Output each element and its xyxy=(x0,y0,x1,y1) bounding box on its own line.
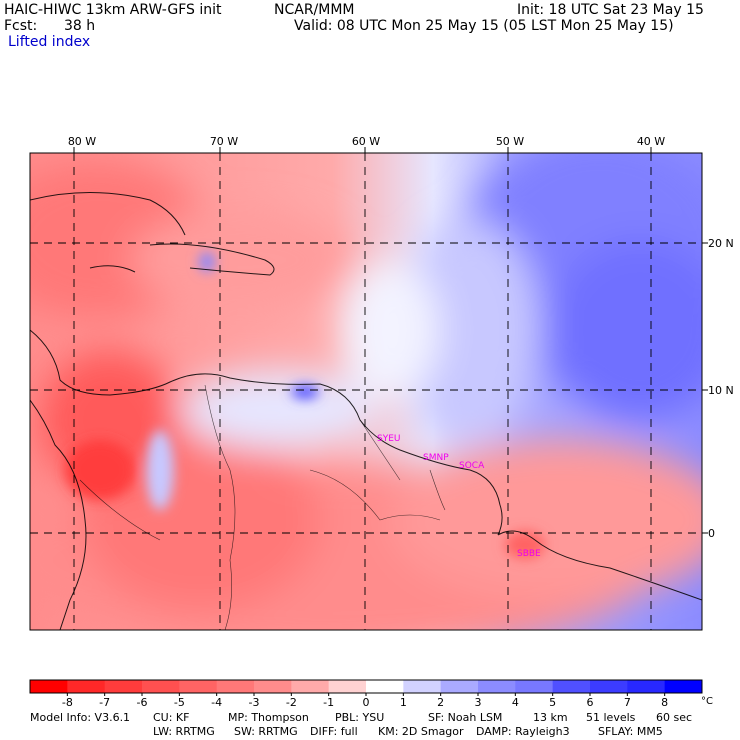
footer-sf: SF: Noah LSM xyxy=(428,711,503,724)
forecast-hours: 38 h xyxy=(64,18,96,34)
colorbar-label: -2 xyxy=(286,696,297,709)
model-title: HAIC-HIWC 13km ARW-GFS init xyxy=(4,2,222,18)
valid-time: Valid: 08 UTC Mon 25 May 15 (05 LST Mon … xyxy=(294,18,674,34)
colorbar-label: -8 xyxy=(62,696,73,709)
footer-pbl: PBL: YSU xyxy=(335,711,385,724)
footer-sw: SW: RRTMG xyxy=(234,725,298,738)
station-label: SYEU xyxy=(377,434,400,444)
colorbar-label: 2 xyxy=(437,696,444,709)
colorbar-swatch xyxy=(440,680,479,693)
map-frame xyxy=(29,152,703,631)
footer-resolution: 13 km xyxy=(533,711,568,724)
colorbar-swatch xyxy=(291,680,330,693)
colorbar xyxy=(29,679,703,696)
map-field xyxy=(30,153,702,630)
colorbar-unit: °C xyxy=(701,696,713,707)
colorbar-swatch xyxy=(30,680,68,693)
footer-diff: DIFF: full xyxy=(310,725,358,738)
colorbar-swatch xyxy=(328,680,367,693)
colorbar-swatch xyxy=(590,680,628,693)
colorbar-label: -6 xyxy=(137,696,148,709)
colorbar-swatch xyxy=(478,680,516,693)
station-label: SOCA xyxy=(459,461,485,471)
colorbar-swatch xyxy=(366,680,404,693)
footer-km: KM: 2D Smagor xyxy=(378,725,464,738)
lon-label: 70 W xyxy=(210,135,238,148)
station-label: SMNP xyxy=(423,453,449,463)
colorbar-label: 6 xyxy=(587,696,594,709)
field-name: Lifted index xyxy=(8,34,91,50)
footer-model-info: Model Info: V3.6.1 xyxy=(30,711,131,724)
colorbar-swatch xyxy=(552,680,591,693)
colorbar-label: 7 xyxy=(624,696,631,709)
footer-cu: CU: KF xyxy=(153,711,190,724)
colorbar-swatch xyxy=(216,680,255,693)
colorbar-label: 5 xyxy=(549,696,556,709)
colorbar-label: 0 xyxy=(363,696,370,709)
footer-lw: LW: RRTMG xyxy=(153,725,215,738)
lat-label: 20 N xyxy=(708,237,734,250)
colorbar-swatch xyxy=(142,680,180,693)
lon-label: 50 W xyxy=(496,135,524,148)
colorbar-swatch xyxy=(627,680,666,693)
colorbar-label: 3 xyxy=(475,696,482,709)
colorbar-label: -1 xyxy=(323,696,334,709)
colorbar-label: 1 xyxy=(400,696,407,709)
footer-sflay: SFLAY: MM5 xyxy=(598,725,663,738)
lon-label: 60 W xyxy=(352,135,380,148)
graticule xyxy=(30,153,702,630)
footer-damp: DAMP: Rayleigh3 xyxy=(476,725,570,738)
init-time: Init: 18 UTC Sat 23 May 15 xyxy=(517,2,704,18)
footer-timestep: 60 sec xyxy=(656,711,693,724)
lat-label: 10 N xyxy=(708,384,734,397)
colorbar-label: -4 xyxy=(211,696,222,709)
colorbar-swatch xyxy=(403,680,442,693)
colorbar-swatch xyxy=(104,680,143,693)
org-label: NCAR/MMM xyxy=(274,2,355,18)
lon-label: 40 W xyxy=(637,135,665,148)
colorbar-label: -7 xyxy=(99,696,110,709)
colorbar-swatch xyxy=(664,680,703,693)
footer-mp: MP: Thompson xyxy=(228,711,309,724)
colorbar-swatch xyxy=(179,680,218,693)
colorbar-label: -3 xyxy=(249,696,260,709)
colorbar-label: -5 xyxy=(174,696,185,709)
footer-levels: 51 levels xyxy=(586,711,636,724)
colorbar-label: 8 xyxy=(661,696,668,709)
colorbar-label: 4 xyxy=(512,696,519,709)
colorbar-swatch xyxy=(254,680,292,693)
lat-label: 0 xyxy=(708,527,715,540)
station-label: SBBE xyxy=(517,549,541,559)
colorbar-swatch xyxy=(515,680,554,693)
forecast-label: Fcst: xyxy=(4,18,38,34)
lon-label: 80 W xyxy=(68,135,96,148)
colorbar-swatch xyxy=(67,680,106,693)
